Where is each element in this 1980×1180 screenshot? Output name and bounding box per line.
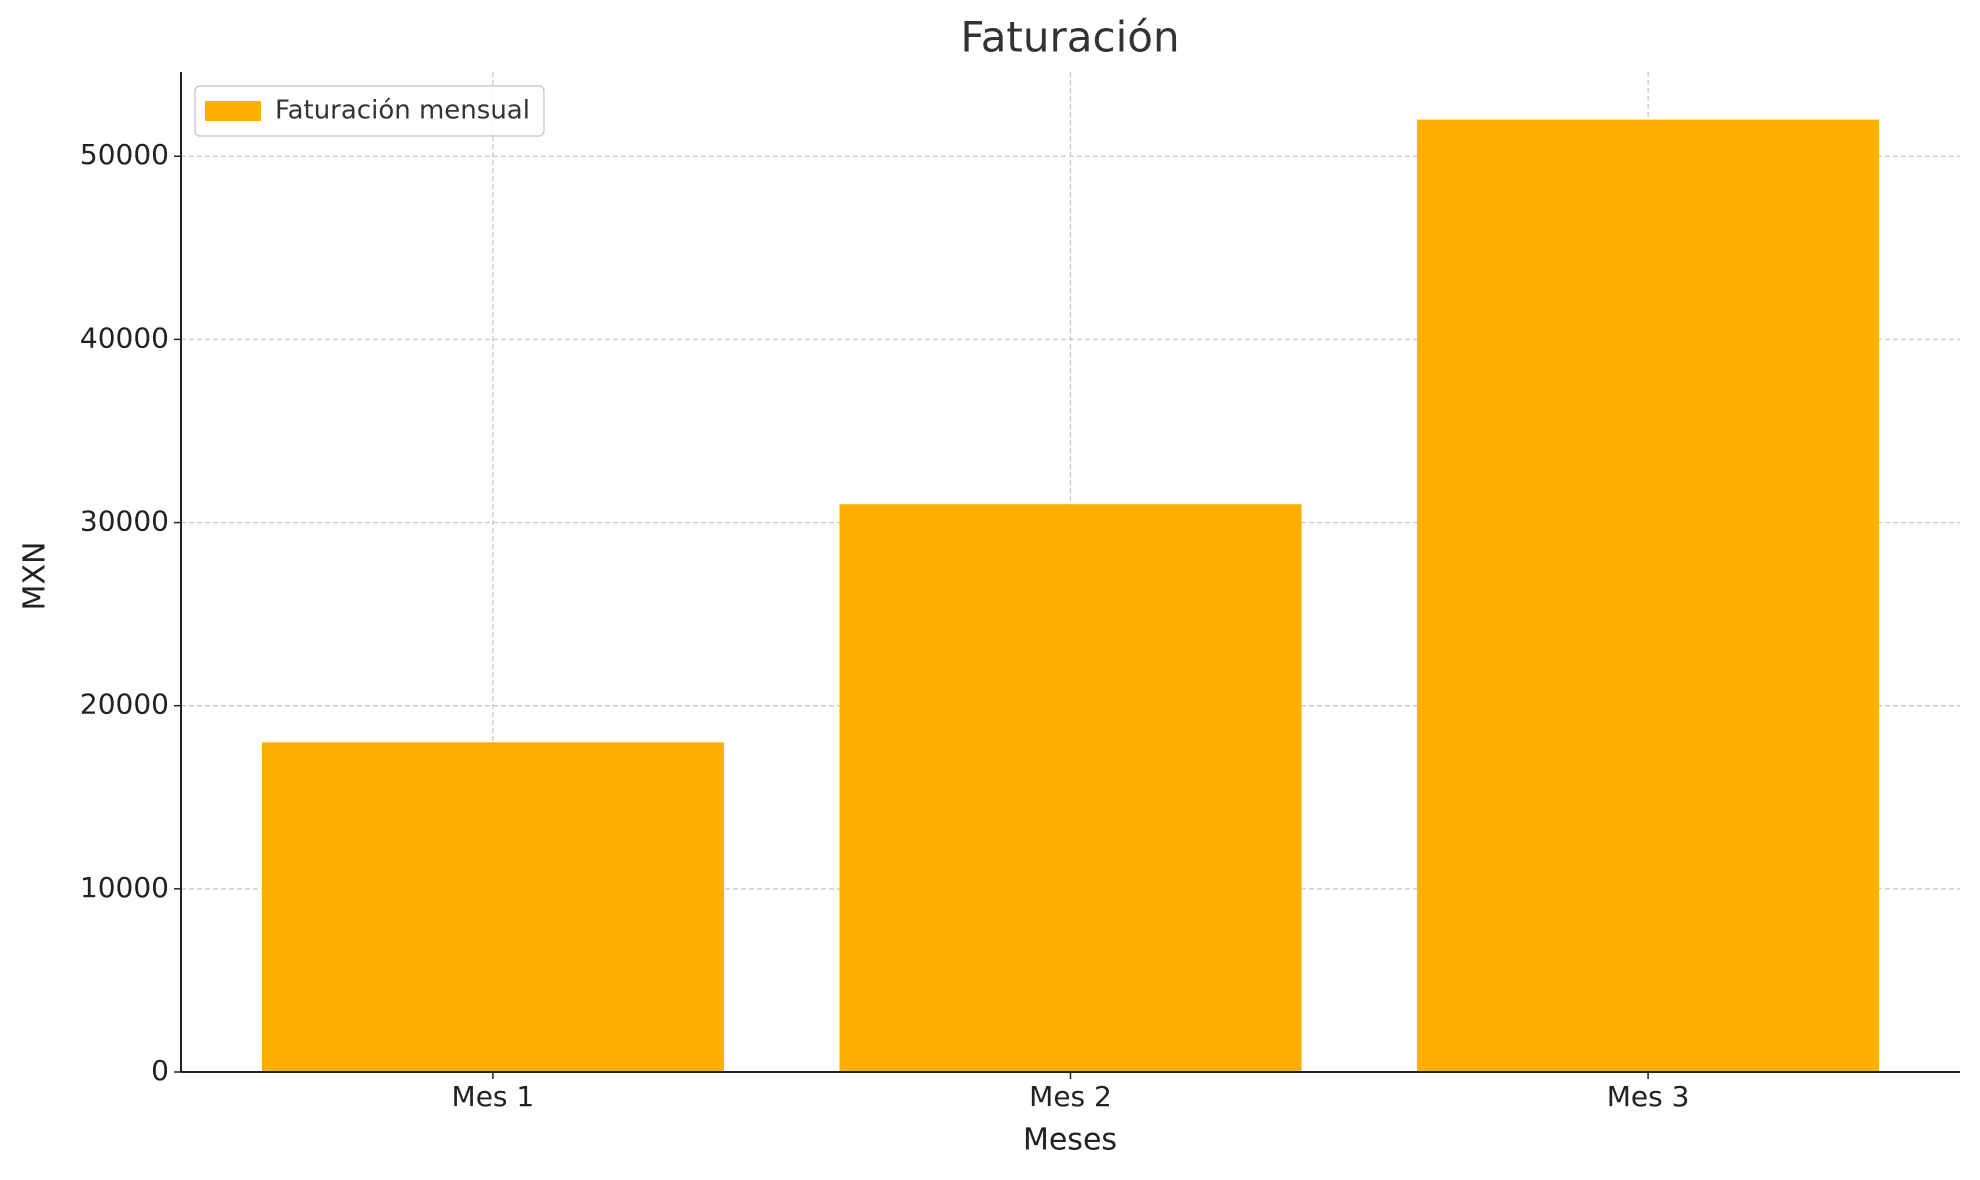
y-tick-label: 10000 (80, 871, 169, 904)
x-tick-label: Mes 1 (452, 1080, 535, 1113)
bar (1417, 119, 1880, 1073)
y-tick-label: 40000 (80, 321, 169, 354)
x-axis-label: Meses (1023, 1123, 1117, 1158)
bar (839, 504, 1302, 1072)
y-axis-label: MXN (18, 542, 53, 611)
y-tick-label: 20000 (80, 688, 169, 721)
x-tick-label: Mes 2 (1029, 1080, 1112, 1113)
y-tick-label: 50000 (80, 138, 169, 171)
chart-title: Faturación (960, 13, 1179, 62)
legend-box (194, 85, 545, 137)
x-tick-label: Mes 3 (1607, 1080, 1690, 1113)
bar (261, 742, 724, 1072)
legend-swatch (205, 101, 261, 121)
y-tick-label: 0 (151, 1054, 169, 1087)
legend-label: Faturación mensual (275, 96, 530, 126)
y-tick-label: 30000 (80, 505, 169, 538)
